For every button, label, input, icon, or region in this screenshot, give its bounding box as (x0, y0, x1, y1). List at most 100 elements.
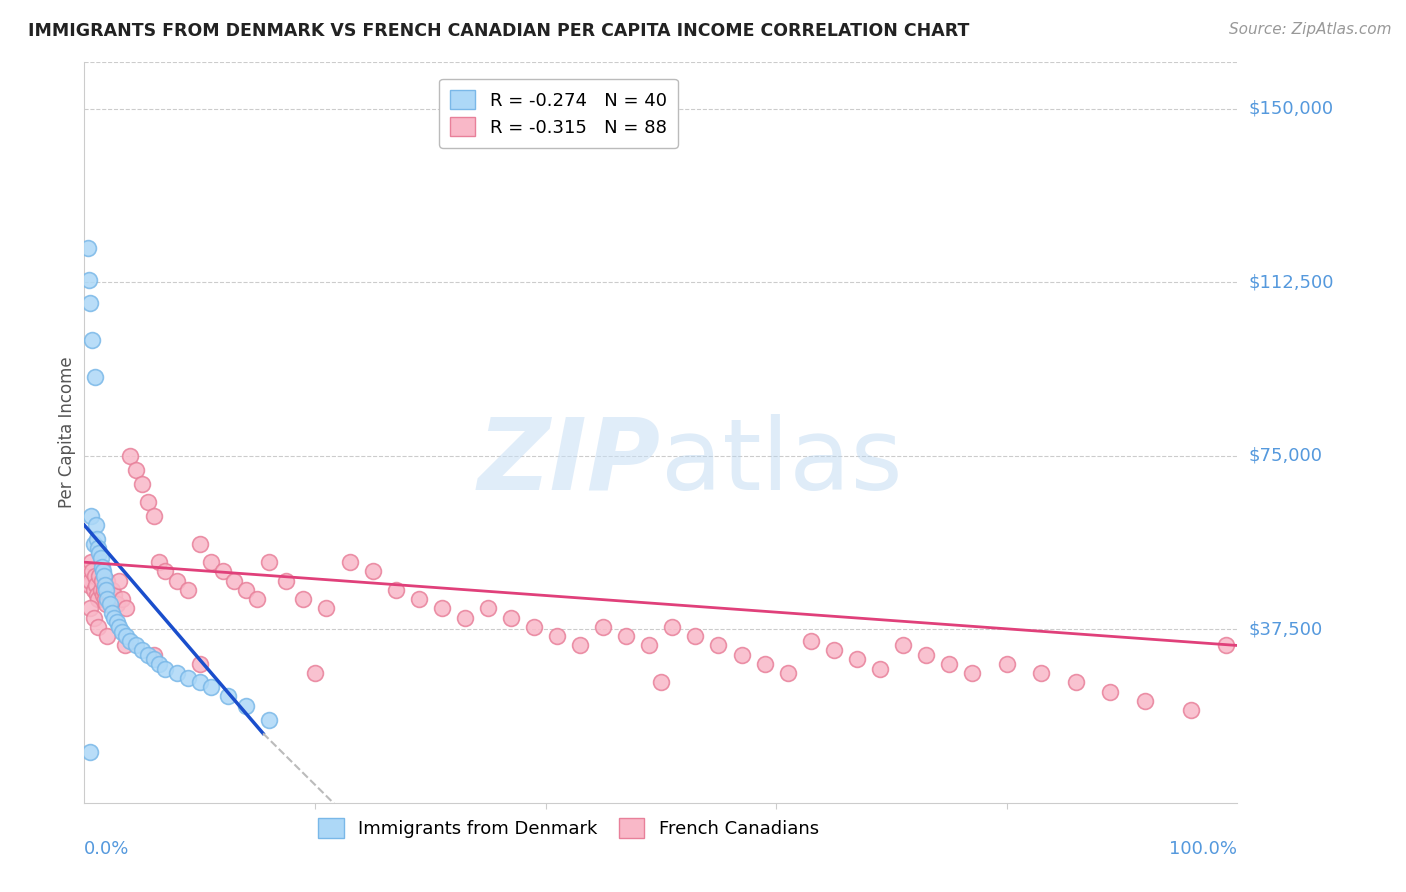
Point (661, 620, 683, 634)
Point (1099, 685, 1122, 699)
Text: 0.0%: 0.0% (84, 840, 129, 858)
Point (96, 582, 118, 597)
Point (103, 610, 125, 624)
Text: IMMIGRANTS FROM DENMARK VS FRENCH CANADIAN PER CAPITA INCOME CORRELATION CHART: IMMIGRANTS FROM DENMARK VS FRENCH CANADI… (28, 22, 970, 40)
Point (148, 555, 170, 569)
Point (93, 569, 115, 583)
Point (148, 657, 170, 671)
Point (1064, 675, 1087, 690)
Point (111, 624, 134, 639)
Point (83, 610, 105, 624)
Point (79, 745, 101, 759)
Point (650, 675, 672, 690)
Point (166, 666, 188, 681)
Text: $150,000: $150,000 (1249, 100, 1333, 118)
Point (823, 643, 845, 657)
Point (98, 592, 121, 607)
Point (177, 671, 200, 685)
Point (292, 592, 315, 607)
Point (142, 508, 165, 523)
Point (80, 508, 103, 523)
Point (93, 582, 115, 597)
Point (115, 629, 138, 643)
Point (142, 648, 165, 662)
Point (938, 657, 960, 671)
Point (869, 662, 891, 676)
Point (166, 574, 188, 588)
Point (76, 240, 98, 255)
Point (614, 629, 637, 643)
Point (845, 652, 868, 666)
Point (177, 582, 200, 597)
Point (98, 597, 121, 611)
Point (384, 582, 406, 597)
Text: ZIP: ZIP (478, 414, 661, 511)
Point (153, 565, 176, 579)
Point (339, 555, 361, 569)
Point (246, 592, 269, 607)
Point (76, 565, 98, 579)
Point (105, 597, 128, 611)
Point (94, 592, 117, 607)
Text: $112,500: $112,500 (1249, 273, 1334, 291)
Point (86, 588, 108, 602)
Point (257, 555, 280, 569)
Point (83, 569, 105, 583)
Point (304, 666, 326, 681)
Y-axis label: Per Capita Income: Per Capita Income (58, 357, 76, 508)
Point (80, 555, 103, 569)
Point (1031, 666, 1053, 681)
Point (87, 541, 110, 556)
Point (315, 601, 337, 615)
Point (89, 582, 111, 597)
Point (89, 546, 111, 560)
Point (200, 680, 222, 694)
Text: $75,000: $75,000 (1249, 447, 1323, 465)
Point (235, 582, 257, 597)
Point (257, 713, 280, 727)
Point (430, 601, 453, 615)
Point (87, 620, 110, 634)
Point (276, 574, 298, 588)
Point (108, 620, 131, 634)
Point (120, 449, 142, 463)
Point (96, 629, 118, 643)
Point (96, 592, 118, 607)
Point (115, 601, 138, 615)
Point (891, 639, 914, 653)
Point (96, 574, 118, 588)
Point (211, 565, 233, 579)
Point (569, 639, 592, 653)
Point (84, 578, 107, 592)
Text: Source: ZipAtlas.com: Source: ZipAtlas.com (1229, 22, 1392, 37)
Text: atlas: atlas (661, 414, 903, 511)
Point (86, 532, 108, 546)
Point (200, 555, 222, 569)
Legend: Immigrants from Denmark, French Canadians: Immigrants from Denmark, French Canadian… (311, 811, 827, 846)
Point (800, 633, 823, 648)
Point (142, 652, 165, 666)
Point (1215, 639, 1237, 653)
Point (79, 574, 101, 588)
Point (995, 657, 1018, 671)
Point (83, 582, 105, 597)
Point (101, 582, 124, 597)
Point (105, 615, 128, 630)
Point (84, 518, 107, 533)
Point (87, 592, 110, 607)
Point (188, 657, 211, 671)
Point (730, 648, 752, 662)
Point (120, 633, 142, 648)
Point (111, 592, 134, 607)
Point (188, 675, 211, 690)
Point (82, 333, 104, 347)
Point (235, 698, 257, 713)
Point (79, 296, 101, 310)
Point (108, 574, 131, 588)
Point (361, 565, 384, 579)
Point (218, 690, 240, 704)
Point (82, 565, 104, 579)
Point (131, 643, 153, 657)
Point (83, 536, 105, 550)
Point (224, 574, 246, 588)
